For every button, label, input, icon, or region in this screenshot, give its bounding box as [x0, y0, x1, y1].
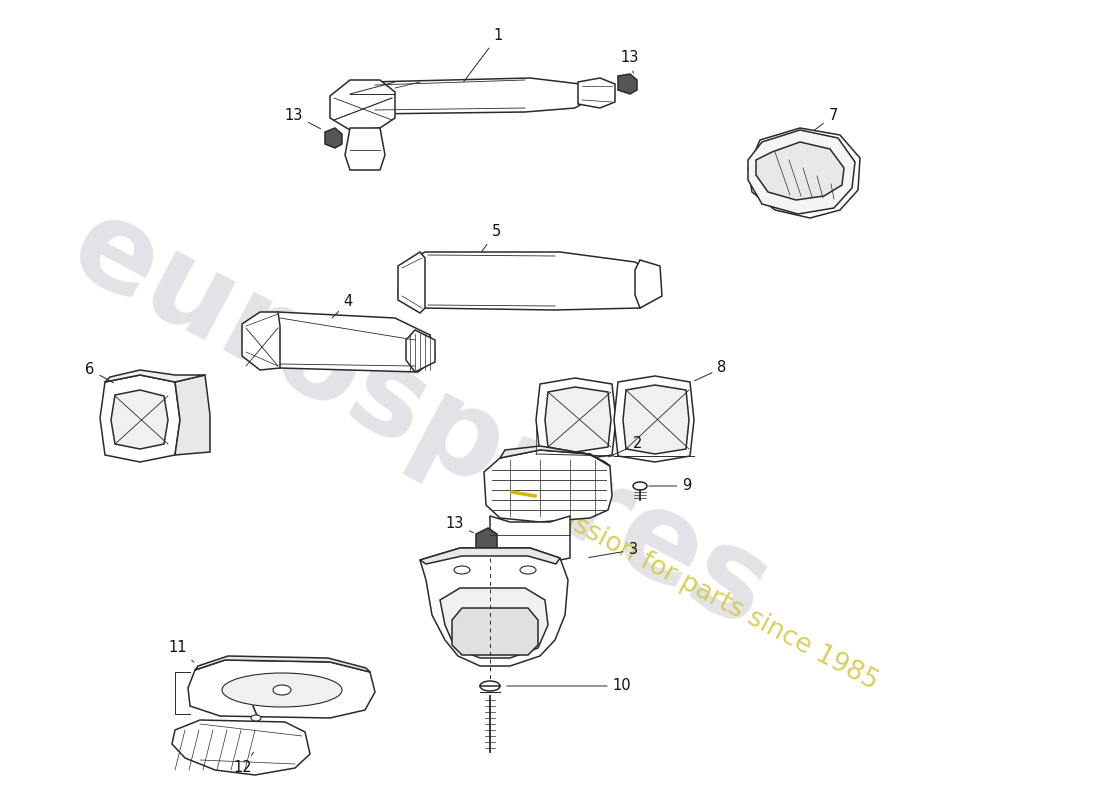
- Ellipse shape: [273, 685, 292, 695]
- Ellipse shape: [480, 681, 501, 691]
- Polygon shape: [111, 390, 168, 449]
- Text: 1: 1: [464, 29, 503, 82]
- Polygon shape: [544, 387, 610, 452]
- Polygon shape: [490, 516, 570, 562]
- Polygon shape: [756, 142, 844, 200]
- Text: 11: 11: [168, 641, 194, 662]
- Polygon shape: [330, 80, 395, 130]
- Polygon shape: [536, 378, 616, 460]
- Ellipse shape: [251, 715, 261, 721]
- Polygon shape: [420, 548, 568, 666]
- Text: 4: 4: [332, 294, 353, 318]
- Polygon shape: [476, 528, 497, 554]
- Polygon shape: [440, 588, 548, 658]
- Polygon shape: [420, 548, 560, 564]
- Ellipse shape: [632, 482, 647, 490]
- Text: 10: 10: [507, 678, 631, 694]
- Polygon shape: [340, 78, 595, 114]
- Text: 12: 12: [233, 752, 253, 775]
- Polygon shape: [324, 128, 342, 148]
- Polygon shape: [748, 130, 855, 214]
- Polygon shape: [245, 312, 434, 372]
- Text: 5: 5: [482, 225, 500, 252]
- Polygon shape: [618, 74, 637, 94]
- Polygon shape: [188, 660, 375, 718]
- Text: 6: 6: [86, 362, 113, 382]
- Text: 7: 7: [814, 109, 838, 130]
- Polygon shape: [578, 78, 615, 108]
- Text: 3: 3: [588, 542, 638, 558]
- Ellipse shape: [222, 673, 342, 707]
- Polygon shape: [242, 312, 280, 370]
- Polygon shape: [635, 260, 662, 308]
- Polygon shape: [100, 375, 180, 462]
- Text: 9: 9: [649, 478, 692, 494]
- Polygon shape: [623, 385, 689, 454]
- Polygon shape: [500, 446, 610, 466]
- Text: 8: 8: [694, 361, 727, 381]
- Polygon shape: [172, 720, 310, 775]
- Polygon shape: [406, 330, 434, 372]
- Polygon shape: [452, 608, 538, 655]
- Polygon shape: [345, 128, 385, 170]
- Polygon shape: [398, 252, 660, 310]
- Text: a passion for parts since 1985: a passion for parts since 1985: [518, 485, 882, 695]
- Polygon shape: [614, 376, 694, 462]
- Polygon shape: [104, 370, 205, 382]
- Text: 13: 13: [620, 50, 639, 74]
- Polygon shape: [484, 450, 612, 522]
- Text: 13: 13: [285, 107, 320, 129]
- Polygon shape: [175, 375, 210, 455]
- Polygon shape: [748, 128, 860, 218]
- Ellipse shape: [454, 566, 470, 574]
- Text: 2: 2: [608, 437, 642, 457]
- Text: eurospares: eurospares: [52, 187, 789, 653]
- Polygon shape: [195, 656, 370, 672]
- Ellipse shape: [520, 566, 536, 574]
- Polygon shape: [398, 252, 425, 313]
- Text: 13: 13: [446, 517, 473, 533]
